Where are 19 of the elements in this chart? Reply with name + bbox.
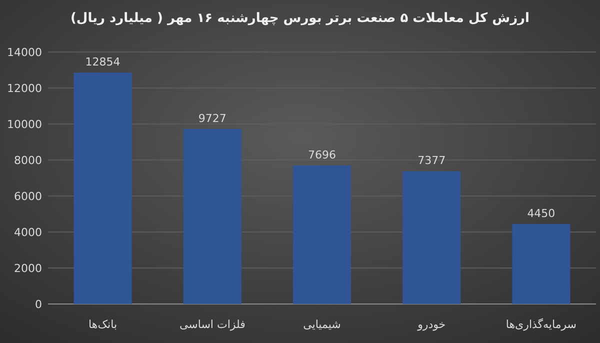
x-tick-label: خودرو [416,318,446,331]
y-tick-label: 8000 [14,154,42,167]
y-tick-label: 2000 [14,262,42,275]
y-tick-label: 12000 [7,82,42,95]
chart-title: ارزش کل معاملات ۵ صنعت برتر بورس چهارشنبه ۱۶ مهر ( میلیارد ریال) [70,11,530,26]
x-tick-label: شیمیایی [303,318,341,331]
y-tick-label: 0 [35,298,42,311]
data-label: 7696 [308,148,336,162]
y-tick-label: 6000 [14,190,42,203]
x-tick-label: سرمایه‌گذاری‌ها [506,318,577,331]
data-label: 7377 [418,154,446,168]
data-label: 9727 [198,112,226,125]
y-tick-label: 10000 [7,118,42,131]
data-label: 12854 [85,56,120,69]
y-tick-label: 4000 [14,226,42,239]
x-tick-label: فلزات اساسی [179,318,246,331]
y-tick-label: 14000 [7,46,42,59]
data-label: 4450 [527,206,556,220]
x-tick-label: بانک‌ها [88,318,118,331]
